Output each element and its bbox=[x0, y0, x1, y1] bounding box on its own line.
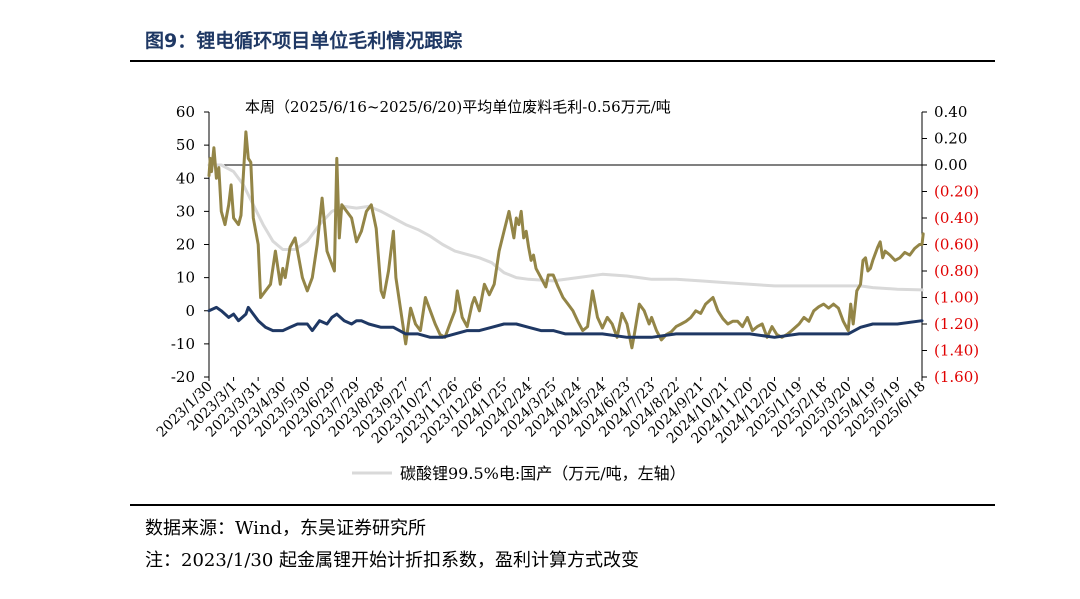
left-tick-label: 30 bbox=[176, 202, 195, 220]
axes-frame bbox=[204, 111, 927, 381]
data-source: 数据来源：Wind，东吴证券研究所 bbox=[145, 518, 427, 539]
series-line-2 bbox=[207, 305, 924, 339]
left-tick-label: -10 bbox=[171, 335, 195, 353]
figure-title: 图9：锂电循环项目单位毛利情况跟踪 bbox=[145, 30, 463, 52]
right-tick-label: (1.40) bbox=[934, 342, 979, 360]
right-tick-label: (0.60) bbox=[934, 236, 979, 254]
right-tick-label: (0.40) bbox=[934, 209, 979, 227]
bottom-rule bbox=[130, 504, 995, 506]
top-rule bbox=[130, 60, 995, 62]
legend: 碳酸锂99.5%电:国产（万元/吨，左轴） bbox=[352, 464, 686, 483]
left-tick-label: 50 bbox=[176, 136, 195, 154]
left-tick-label: 10 bbox=[176, 269, 195, 287]
series-layer bbox=[207, 130, 925, 350]
right-tick-label: (1.20) bbox=[934, 315, 979, 333]
right-tick-label: (1.60) bbox=[934, 368, 979, 386]
legend-label: 碳酸锂99.5%电:国产（万元/吨，左轴） bbox=[400, 464, 686, 483]
right-tick-label: (1.00) bbox=[934, 289, 979, 307]
chart-annotation: 本周（2025/6/16~2025/6/20)平均单位废料毛利-0.56万元/吨 bbox=[245, 98, 671, 116]
series-line-1 bbox=[207, 130, 925, 350]
right-tick-label: 0.20 bbox=[934, 130, 967, 148]
left-tick-label: 60 bbox=[176, 103, 195, 121]
left-tick-label: 20 bbox=[176, 236, 195, 254]
right-tick-label: (0.20) bbox=[934, 183, 979, 201]
tick-labels: -20 -10 0 10 20 30 40 50 60 (1.60) (1.40) (1.20) (1.… bbox=[154, 103, 979, 447]
left-tick-label: -20 bbox=[171, 368, 195, 386]
right-tick-label: 0.40 bbox=[934, 103, 967, 121]
right-tick-label: 0.00 bbox=[934, 156, 967, 174]
left-tick-label: 0 bbox=[185, 302, 195, 320]
series-line-0 bbox=[207, 163, 924, 292]
right-tick-label: (0.80) bbox=[934, 262, 979, 280]
left-tick-label: 40 bbox=[176, 169, 195, 187]
footnote: 注：2023/1/30 起金属锂开始计折扣系数，盈利计算方式改变 bbox=[145, 550, 640, 571]
